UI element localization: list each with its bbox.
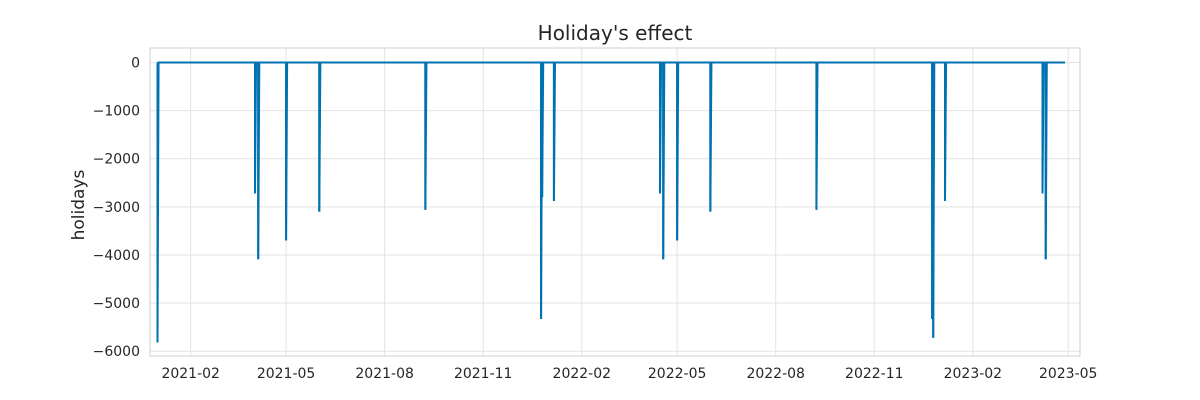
y-axis-label: holidays bbox=[69, 169, 89, 240]
x-axis-ticks: 2021-02 2021-05 2021-08 2021-11 2022-02 2022-… bbox=[161, 366, 1097, 382]
x-tick-label: 2021-05 bbox=[257, 366, 316, 382]
x-tick-label: 2022-11 bbox=[845, 366, 904, 382]
x-tick-label: 2022-02 bbox=[553, 366, 612, 382]
plot-frame bbox=[149, 47, 1081, 357]
y-tick-label: 0 bbox=[131, 55, 140, 71]
x-tick-label: 2021-08 bbox=[355, 366, 414, 382]
chart-title: Holiday's effect bbox=[538, 21, 693, 45]
y-tick-label: −4000 bbox=[93, 248, 140, 264]
y-tick-label: −5000 bbox=[93, 296, 140, 312]
grid bbox=[150, 48, 1080, 356]
x-tick-label: 2022-05 bbox=[648, 366, 707, 382]
x-tick-label: 2023-05 bbox=[1039, 366, 1098, 382]
x-tick-label: 2021-02 bbox=[161, 366, 220, 382]
x-tick-label: 2023-02 bbox=[944, 366, 1003, 382]
y-tick-label: −2000 bbox=[93, 152, 140, 168]
holidays-line bbox=[156, 61, 1065, 343]
y-tick-label: −6000 bbox=[93, 344, 140, 360]
y-tick-label: −1000 bbox=[93, 104, 140, 120]
x-tick-label: 2021-11 bbox=[454, 366, 513, 382]
x-tick-label: 2022-08 bbox=[746, 366, 805, 382]
y-axis-ticks: 0 −1000 −2000 −3000 −4000 −5000 −6000 bbox=[93, 55, 140, 360]
series-holidays bbox=[156, 61, 1065, 343]
y-tick-label: −3000 bbox=[93, 200, 140, 216]
